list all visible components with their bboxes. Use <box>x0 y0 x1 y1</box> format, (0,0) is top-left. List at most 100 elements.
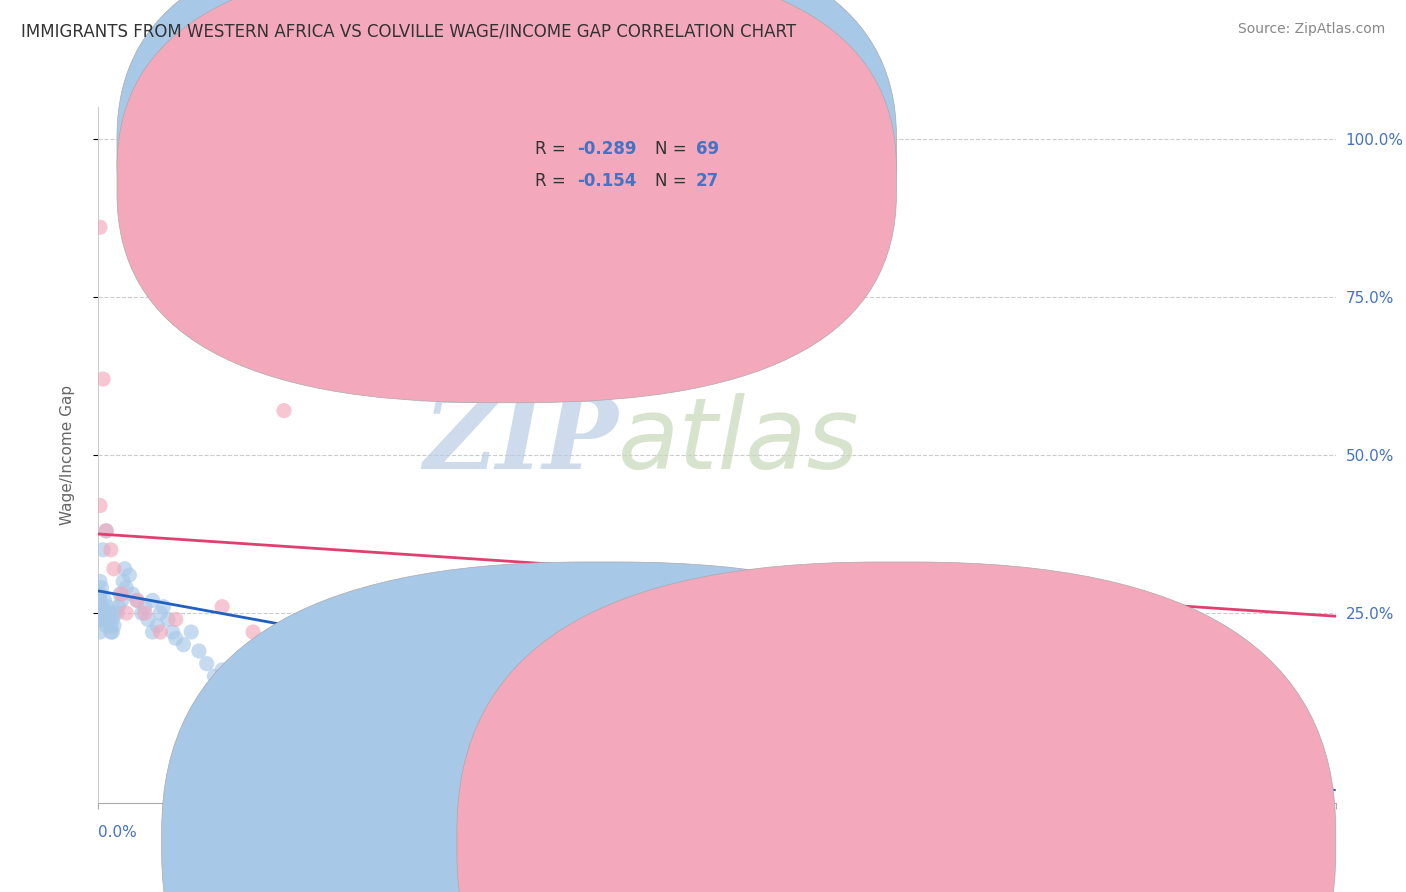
Point <box>520 745 543 759</box>
Point <box>93 593 115 607</box>
Point <box>162 625 184 640</box>
Point <box>706 675 728 690</box>
Point <box>101 612 124 626</box>
Point <box>180 625 202 640</box>
Point <box>89 612 111 626</box>
Point <box>628 663 651 677</box>
Point <box>288 701 311 715</box>
Point <box>127 593 149 607</box>
Point <box>335 714 357 728</box>
Text: Colville: Colville <box>921 835 976 849</box>
Point <box>100 618 122 632</box>
Point <box>107 599 129 614</box>
Point <box>551 751 574 765</box>
Point <box>188 644 211 658</box>
Text: N =: N = <box>655 140 692 159</box>
Point <box>91 372 114 386</box>
Point <box>142 593 165 607</box>
Y-axis label: Wage/Income Gap: Wage/Income Gap <box>60 384 75 525</box>
Point <box>366 638 388 652</box>
Point <box>1015 675 1038 690</box>
Point <box>149 606 172 620</box>
Text: -0.154: -0.154 <box>578 172 637 190</box>
Point <box>242 681 264 696</box>
Point <box>860 701 883 715</box>
Point <box>142 625 165 640</box>
Point <box>1092 663 1115 677</box>
Point <box>173 638 195 652</box>
Text: -0.289: -0.289 <box>578 140 637 159</box>
Point <box>103 562 125 576</box>
Point <box>90 581 112 595</box>
Text: Immigrants from Western Africa: Immigrants from Western Africa <box>626 835 870 849</box>
Point <box>112 574 135 589</box>
Point <box>427 732 450 747</box>
Point <box>100 625 122 640</box>
Point <box>89 625 111 640</box>
Point <box>195 657 218 671</box>
Point <box>146 618 169 632</box>
Point <box>134 599 156 614</box>
Point <box>149 625 172 640</box>
Text: N =: N = <box>655 172 692 190</box>
Point <box>319 701 342 715</box>
Text: Source: ZipAtlas.com: Source: ZipAtlas.com <box>1237 22 1385 37</box>
FancyBboxPatch shape <box>117 0 897 403</box>
Point <box>115 581 138 595</box>
Point <box>96 524 118 538</box>
Point <box>90 599 112 614</box>
Point <box>273 638 295 652</box>
Point <box>396 726 419 740</box>
Point <box>97 606 120 620</box>
Point <box>103 606 125 620</box>
Point <box>100 542 122 557</box>
Point <box>273 403 295 417</box>
Point <box>108 587 131 601</box>
Point <box>131 606 153 620</box>
Point <box>115 606 138 620</box>
Point <box>91 612 114 626</box>
Point <box>96 618 118 632</box>
Point <box>89 220 111 235</box>
Point <box>319 625 342 640</box>
Point <box>90 612 112 626</box>
Point <box>134 606 156 620</box>
Point <box>211 599 233 614</box>
Point <box>304 707 326 722</box>
Point <box>89 606 111 620</box>
Point <box>90 606 112 620</box>
Point <box>101 625 124 640</box>
Point <box>157 612 180 626</box>
Point <box>89 499 111 513</box>
Point <box>89 593 111 607</box>
Point <box>242 625 264 640</box>
Text: 69: 69 <box>696 140 718 159</box>
Point <box>105 606 128 620</box>
Point <box>366 720 388 734</box>
Point <box>783 688 806 702</box>
Point <box>474 625 496 640</box>
Text: 80.0%: 80.0% <box>1288 825 1336 840</box>
Point <box>97 599 120 614</box>
Point <box>152 599 174 614</box>
Point <box>226 675 249 690</box>
Text: R =: R = <box>536 172 571 190</box>
Point <box>98 612 121 626</box>
Point <box>474 739 496 753</box>
Text: IMMIGRANTS FROM WESTERN AFRICA VS COLVILLE WAGE/INCOME GAP CORRELATION CHART: IMMIGRANTS FROM WESTERN AFRICA VS COLVIL… <box>21 22 796 40</box>
Point <box>211 663 233 677</box>
Text: 27: 27 <box>696 172 720 190</box>
Point <box>98 606 121 620</box>
Point <box>114 562 136 576</box>
Point <box>257 688 280 702</box>
Point <box>1170 688 1192 702</box>
Point <box>118 568 141 582</box>
Point <box>89 574 111 589</box>
Point <box>551 650 574 665</box>
Point <box>91 606 114 620</box>
Point <box>165 612 187 626</box>
Point <box>93 606 115 620</box>
Point <box>89 587 111 601</box>
Point <box>204 669 226 683</box>
Text: 0.0%: 0.0% <box>98 825 138 840</box>
